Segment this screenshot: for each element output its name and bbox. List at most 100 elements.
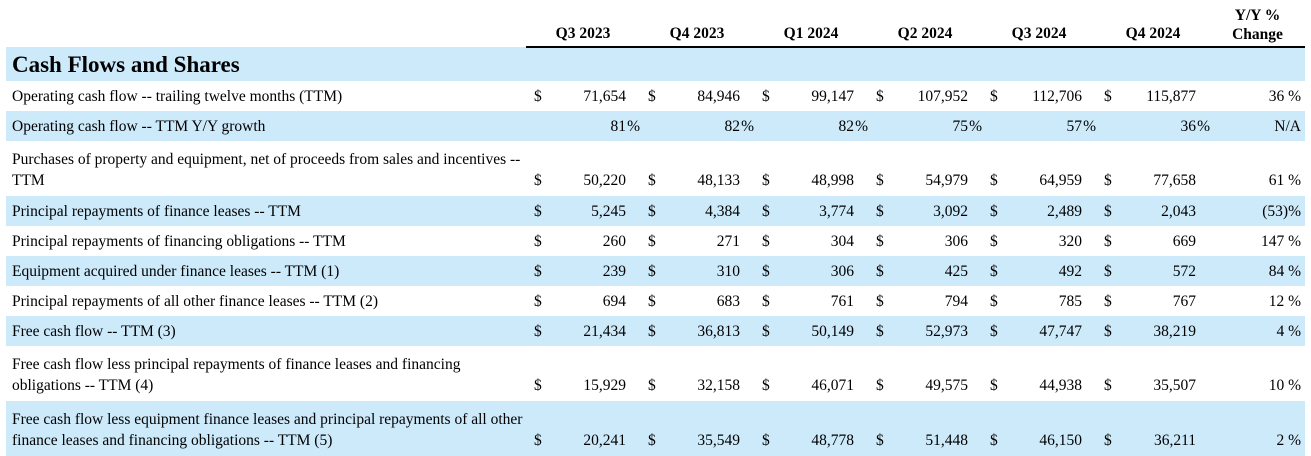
- currency-symbol: $: [534, 232, 542, 250]
- currency-symbol: $: [876, 262, 884, 280]
- currency-symbol: $: [648, 262, 656, 280]
- currency-symbol: $: [648, 202, 656, 220]
- dollar-cell: $46,150: [982, 401, 1096, 456]
- column-header-row: Q3 2023 Q4 2023 Q1 2024 Q2 2024 Q3 2024 …: [6, 0, 1305, 48]
- currency-symbol: $: [648, 322, 656, 340]
- currency-symbol: $: [876, 202, 884, 220]
- currency-symbol: $: [876, 87, 884, 105]
- percent-cell: 36%: [1096, 111, 1210, 141]
- cell-value: 239: [602, 262, 626, 280]
- currency-symbol: $: [1104, 322, 1112, 340]
- cell-value: 71,654: [583, 87, 626, 105]
- currency-symbol: $: [534, 322, 542, 340]
- cell-value: 35,507: [1153, 377, 1196, 394]
- table-row: Operating cash flow -- TTM Y/Y growth 81%…: [6, 111, 1305, 141]
- currency-symbol: $: [1104, 377, 1112, 394]
- change-cell: (53)%: [1210, 196, 1305, 226]
- percent-cell: 75%: [868, 111, 982, 141]
- row-label: Free cash flow less principal repayments…: [12, 356, 461, 394]
- currency-symbol: $: [534, 292, 542, 310]
- currency-symbol: $: [762, 202, 770, 220]
- row-label: Equipment acquired under finance leases …: [6, 256, 526, 286]
- percent-cell: 82%: [640, 111, 754, 141]
- dollar-cell: $304: [754, 226, 868, 256]
- cell-value: 75: [952, 117, 969, 135]
- cash-flows-table: Q3 2023 Q4 2023 Q1 2024 Q2 2024 Q3 2024 …: [6, 0, 1305, 456]
- currency-symbol: $: [876, 322, 884, 340]
- cell-value: 683: [716, 292, 740, 310]
- dollar-cell: $71,654: [526, 81, 640, 111]
- cell-value: 767: [1172, 292, 1196, 310]
- cell-value: 107,952: [917, 87, 968, 105]
- dollar-cell: $54,979: [868, 141, 982, 196]
- currency-symbol: $: [648, 377, 656, 394]
- currency-symbol: $: [990, 322, 998, 340]
- table-row: Principal repayments of financing obliga…: [6, 226, 1305, 256]
- cell-value: 112,706: [1032, 87, 1082, 105]
- dollar-cell: $36,813: [640, 316, 754, 346]
- cell-value: 47,747: [1039, 322, 1082, 340]
- dollar-cell: $115,877: [1096, 81, 1210, 111]
- dollar-cell: $794: [868, 286, 982, 316]
- currency-symbol: $: [762, 292, 770, 310]
- cell-value: 38,219: [1153, 322, 1196, 340]
- cell-value: 46,150: [1039, 432, 1082, 449]
- row-label: Operating cash flow -- trailing twelve m…: [12, 87, 343, 105]
- dollar-cell: $48,133: [640, 141, 754, 196]
- currency-symbol: $: [648, 432, 656, 449]
- cell-value: 52,973: [925, 322, 968, 340]
- currency-symbol: $: [990, 87, 998, 105]
- percent-cell: 82%: [754, 111, 868, 141]
- change-cell: 61 %: [1268, 172, 1301, 189]
- currency-symbol: $: [876, 292, 884, 310]
- cell-value: 2,489: [1047, 202, 1082, 220]
- dollar-cell: $50,220: [526, 141, 640, 196]
- dollar-cell: $20,241: [526, 401, 640, 456]
- percent-sign: %: [1083, 117, 1096, 135]
- cell-value: 48,133: [697, 172, 740, 189]
- percent-cell: 81%: [526, 111, 640, 141]
- header-label-cell: [6, 0, 526, 47]
- dollar-cell: $35,549: [640, 401, 754, 456]
- currency-symbol: $: [1104, 432, 1112, 449]
- section-title: Cash Flows and Shares: [6, 47, 526, 81]
- change-header-line: Change: [1232, 26, 1283, 43]
- cell-value: 310: [716, 262, 740, 280]
- percent-sign: %: [1197, 117, 1210, 135]
- currency-symbol: $: [1104, 232, 1112, 250]
- cell-value: 425: [944, 262, 968, 280]
- dollar-cell: $669: [1096, 226, 1210, 256]
- change-cell: N/A: [1210, 111, 1305, 141]
- dollar-cell: $4,384: [640, 196, 754, 226]
- cell-value: 82: [724, 117, 741, 135]
- cell-value: 21,434: [583, 322, 626, 340]
- table-row: Operating cash flow -- trailing twelve m…: [6, 81, 1305, 111]
- change-cell: 12 %: [1268, 292, 1301, 310]
- cell-value: 99,147: [811, 87, 854, 105]
- row-label: Principal repayments of finance leases -…: [6, 196, 526, 226]
- cell-value: 304: [830, 232, 854, 250]
- cell-value: 260: [602, 232, 626, 250]
- currency-symbol: $: [1104, 172, 1112, 189]
- change-column-header: Y/Y % Change: [1210, 0, 1305, 48]
- dollar-cell: $99,147: [754, 81, 868, 111]
- currency-symbol: $: [534, 262, 542, 280]
- cell-value: 49,575: [925, 377, 968, 394]
- table-row: Principal repayments of all other financ…: [6, 286, 1305, 316]
- cell-value: 320: [1058, 232, 1082, 250]
- cell-value: 84,946: [697, 87, 740, 105]
- dollar-cell: $572: [1096, 256, 1210, 286]
- table-row: Free cash flow less equipment finance le…: [6, 401, 1305, 456]
- column-header: Q1 2024: [754, 0, 868, 48]
- currency-symbol: $: [990, 292, 998, 310]
- currency-symbol: $: [876, 432, 884, 449]
- cell-value: 3,092: [933, 202, 968, 220]
- row-label: Purchases of property and equipment, net…: [12, 151, 521, 189]
- row-label: Principal repayments of all other financ…: [12, 292, 378, 310]
- currency-symbol: $: [990, 202, 998, 220]
- dollar-cell: $683: [640, 286, 754, 316]
- percent-cell: 57%: [982, 111, 1096, 141]
- cell-value: 54,979: [925, 172, 968, 189]
- currency-symbol: $: [534, 172, 542, 189]
